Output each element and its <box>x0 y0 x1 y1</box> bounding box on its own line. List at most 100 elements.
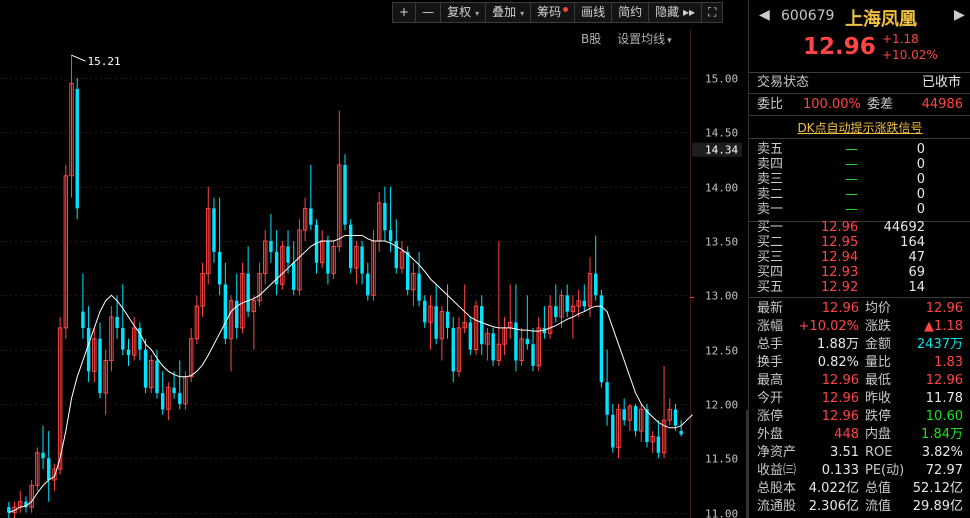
candle-body <box>24 501 28 508</box>
order-ratio-value: 100.00% <box>803 97 861 112</box>
ma-settings-button[interactable]: 设置均线 ▾ <box>611 32 672 46</box>
next-stock-icon[interactable]: ▶ <box>954 7 965 23</box>
stat-row: 最新 12.96 均价 12.96 <box>749 300 970 318</box>
candle-body <box>519 338 524 361</box>
sell-order-row: 卖一 — 0 <box>749 201 970 219</box>
candle-body <box>314 224 319 263</box>
candle-body <box>485 332 490 345</box>
toolbar-button-label: 叠加 <box>492 5 517 19</box>
last-price: 12.96 <box>803 34 876 60</box>
candle-body <box>302 207 308 231</box>
stat-value: 12.96 <box>925 301 963 316</box>
candle-body <box>496 343 502 361</box>
candle-body <box>81 311 85 328</box>
stat-label: 涨跌 <box>865 319 892 334</box>
candle-body <box>98 338 102 394</box>
stat-label: 涨停 <box>757 409 784 424</box>
candle-body <box>673 409 678 426</box>
candle-body <box>172 387 176 394</box>
candle-body <box>348 224 353 269</box>
candle-body <box>217 251 222 285</box>
alert-dot-icon <box>563 7 569 12</box>
stat-row: 总股本 4.022亿 总值 52.12亿 <box>749 480 970 498</box>
candle-body <box>525 338 530 345</box>
stat-value: 3.51 <box>830 445 859 460</box>
y-tick-label: 11.00 <box>705 508 738 518</box>
chevron-down-icon: ▾ <box>475 9 480 18</box>
candle-body <box>240 273 245 329</box>
toolbar-button-3[interactable]: 叠加 ▾ <box>485 2 531 23</box>
candle-body <box>251 300 257 313</box>
toolbar-button-1[interactable]: — <box>415 2 441 23</box>
candle-body <box>439 311 445 340</box>
toolbar-button-8[interactable]: ⛶ <box>701 2 724 23</box>
stat-row: 外盘 448 内盘 1.84万 <box>749 426 970 444</box>
toolbar-button-4[interactable]: 筹码 <box>530 2 575 23</box>
stat-value: 12.96 <box>821 409 859 424</box>
stat-label: 昨收 <box>865 391 892 406</box>
candle-body <box>286 246 290 263</box>
stat-value: 2437万 <box>916 337 963 352</box>
candle-body <box>576 300 581 307</box>
order-volume: 0 <box>916 157 925 172</box>
candle-body <box>75 88 79 209</box>
candle-body <box>650 436 655 443</box>
order-volume: 0 <box>916 202 925 217</box>
toolbar-button-2[interactable]: 复权 ▾ <box>440 2 486 23</box>
toolbar-button-7[interactable]: 隐藏 ▸▸ <box>648 2 702 23</box>
toolbar-button-0[interactable]: + <box>392 2 416 23</box>
candle-body <box>559 294 564 318</box>
stat-value: 0.82% <box>817 355 859 370</box>
candle-body <box>434 306 438 339</box>
ma-line <box>8 235 693 514</box>
candle-body <box>565 295 569 312</box>
b-share-label[interactable]: B股 <box>581 32 602 46</box>
toolbar-button-label: 隐藏 ▸▸ <box>655 5 696 19</box>
dk-signal-link[interactable]: DK点自动提示涨跌信号 <box>797 121 923 135</box>
stat-label: 总股本 <box>757 481 797 496</box>
order-price: 12.95 <box>821 235 859 250</box>
y-tick-label: 15.00 <box>705 73 738 86</box>
kline-chart-area[interactable]: 15.00 14.50 14.00 13.50 13.00 12.50 12.00 11.50… <box>0 0 746 518</box>
candle-body <box>188 338 194 378</box>
candle-body <box>667 408 672 421</box>
stat-row: 收益㈢ 0.133 PE(动) 72.97 <box>749 462 970 480</box>
stat-label: 流通股 <box>757 499 797 514</box>
buy-order-row: 买二 12.95 164 <box>749 234 970 252</box>
stat-label: 内盘 <box>865 427 892 442</box>
candle-body <box>138 327 142 350</box>
candle-body <box>257 273 262 302</box>
y-tick-label: 12.50 <box>705 345 738 358</box>
candle-body <box>47 458 51 480</box>
stat-label: 跌停 <box>865 409 892 424</box>
candle-body <box>451 327 455 372</box>
stat-value: 1.83 <box>934 355 963 370</box>
order-ratio-row: 委比 100.00% 委差 44986 <box>749 96 970 114</box>
order-level-label: 卖一 <box>757 202 784 217</box>
candle-body <box>143 349 148 388</box>
candle-body <box>611 414 615 448</box>
candle-body <box>69 82 74 177</box>
toolbar-button-label: ⛶ <box>708 5 717 19</box>
stock-code: 600679 <box>781 8 835 24</box>
toolbar-button-label: + <box>399 5 410 19</box>
toolbar-button-label: — <box>422 5 435 19</box>
stat-value: ▲1.18 <box>924 319 963 334</box>
toolbar-button-5[interactable]: 画线 <box>574 2 612 23</box>
kline-chart[interactable]: 15.00 14.50 14.00 13.50 13.00 12.50 12.00 11.50… <box>0 0 746 518</box>
candle-body <box>200 273 205 307</box>
order-price: 12.94 <box>821 250 859 265</box>
candle-body <box>554 306 558 318</box>
price-change-pct: +10.02% <box>882 48 938 62</box>
toolbar-button-6[interactable]: 简约 <box>611 2 649 23</box>
sell-order-row: 卖二 — 0 <box>749 186 970 204</box>
stat-label: 金额 <box>865 337 892 352</box>
candle-body <box>417 273 421 301</box>
candle-body <box>599 295 604 383</box>
candle-body <box>309 208 313 225</box>
candle-body <box>149 359 154 389</box>
stat-value: 12.96 <box>925 373 963 388</box>
candle-body <box>661 419 667 454</box>
candle-body <box>35 452 40 486</box>
prev-stock-icon[interactable]: ◀ <box>759 7 770 23</box>
